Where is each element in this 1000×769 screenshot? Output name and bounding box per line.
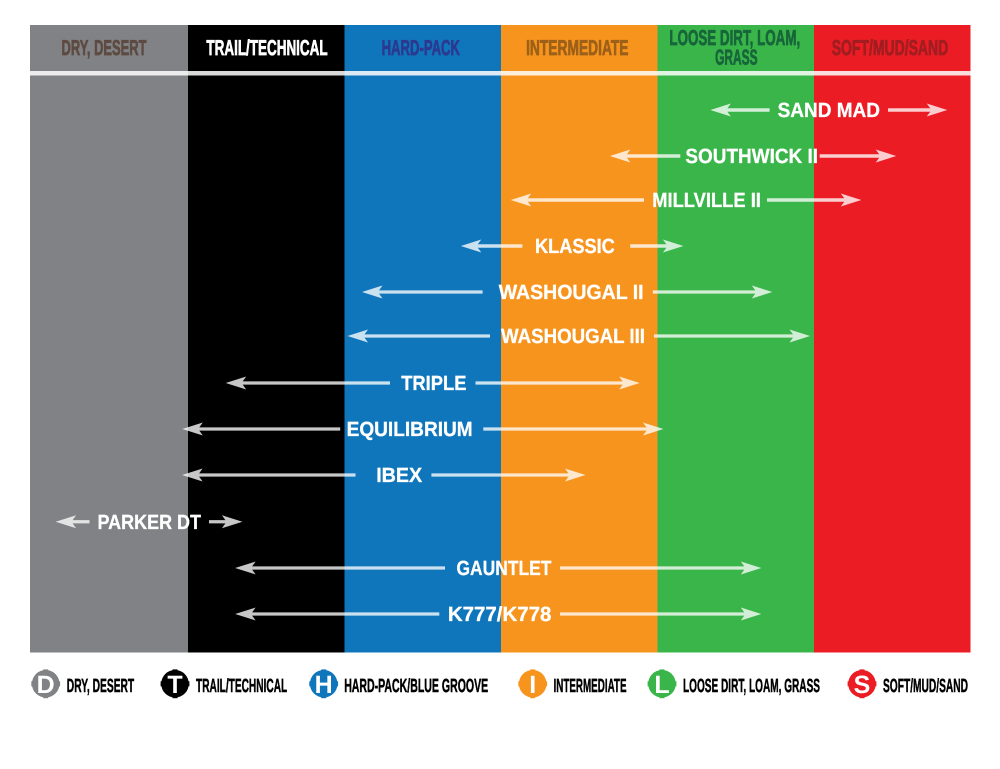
svg-text:K777/K778: K777/K778	[448, 603, 552, 626]
svg-text:SAND MAD: SAND MAD	[778, 99, 880, 122]
svg-text:INTERMEDIATE: INTERMEDIATE	[554, 676, 627, 697]
svg-text:LOOSE DIRT, LOAM,: LOOSE DIRT, LOAM,	[669, 26, 800, 50]
svg-text:D: D	[37, 671, 55, 699]
svg-text:TRAIL/TECHNICAL: TRAIL/TECHNICAL	[206, 36, 327, 60]
svg-text:SOUTHWICK II: SOUTHWICK II	[685, 145, 818, 168]
svg-text:INTERMEDIATE: INTERMEDIATE	[526, 36, 628, 60]
svg-text:HARD-PACK: HARD-PACK	[382, 36, 461, 60]
svg-text:DRY, DESERT: DRY, DESERT	[62, 36, 147, 60]
svg-text:HARD-PACK/BLUE GROOVE: HARD-PACK/BLUE GROOVE	[344, 676, 488, 697]
svg-text:L: L	[654, 671, 669, 699]
svg-text:SOFT/MUD/SAND: SOFT/MUD/SAND	[883, 676, 968, 697]
svg-text:DRY, DESERT: DRY, DESERT	[67, 676, 135, 697]
svg-text:S: S	[854, 671, 871, 699]
svg-text:TRAIL/TECHNICAL: TRAIL/TECHNICAL	[196, 676, 287, 697]
svg-text:GAUNTLET: GAUNTLET	[457, 557, 552, 580]
svg-text:TRIPLE: TRIPLE	[401, 372, 466, 395]
svg-text:LOOSE DIRT, LOAM, GRASS: LOOSE DIRT, LOAM, GRASS	[683, 676, 820, 697]
svg-text:I: I	[529, 671, 536, 699]
svg-text:PARKER DT: PARKER DT	[98, 511, 202, 534]
svg-text:T: T	[167, 671, 182, 699]
svg-text:WASHOUGAL III: WASHOUGAL III	[501, 325, 645, 348]
svg-text:H: H	[315, 671, 333, 699]
svg-text:IBEX: IBEX	[376, 464, 422, 487]
svg-text:GRASS: GRASS	[715, 46, 758, 70]
svg-text:WASHOUGAL II: WASHOUGAL II	[499, 281, 644, 304]
svg-text:KLASSIC: KLASSIC	[535, 235, 615, 258]
svg-text:EQUILIBRIUM: EQUILIBRIUM	[347, 418, 473, 441]
svg-text:MILLVILLE II: MILLVILLE II	[652, 189, 761, 212]
svg-text:SOFT/MUD/SAND: SOFT/MUD/SAND	[832, 36, 949, 60]
